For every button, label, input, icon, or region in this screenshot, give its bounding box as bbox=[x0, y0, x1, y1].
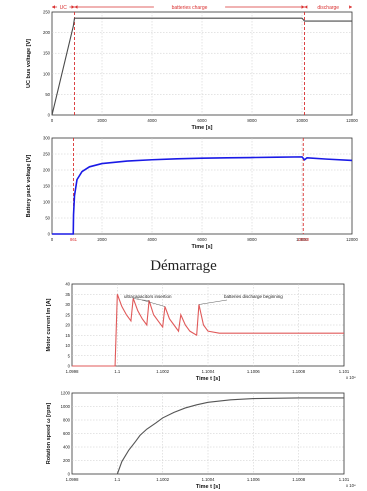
y-tick-label: 200 bbox=[43, 168, 51, 173]
y-tick-label: 0 bbox=[48, 113, 51, 118]
y-tick-label: 800 bbox=[63, 418, 71, 423]
phase-label-bg bbox=[57, 4, 70, 10]
x-tick-label: 0 bbox=[51, 237, 54, 242]
chart-1: 0 2000 4000 6000 8000 10000 12000 0 50 100 150 200 2… bbox=[26, 4, 358, 131]
annotation-label: batteries discharge beginning bbox=[224, 294, 283, 299]
y-tick-label: 30 bbox=[65, 302, 70, 307]
chart-2: 0 2000 4000 6000 8000 10000 12000 0 50 100 150 200 2… bbox=[26, 136, 358, 251]
x-tick-label: 12000 bbox=[346, 237, 358, 242]
x-tick-label: 8000 bbox=[247, 237, 257, 242]
x-tick-label: 1.1 bbox=[114, 477, 120, 482]
y-axis-label: UC bus voltage [V] bbox=[26, 39, 32, 88]
y-tick-label: 40 bbox=[65, 282, 70, 287]
y-axis-label: Battery pack voltage [V] bbox=[26, 155, 32, 218]
y-tick-label: 35 bbox=[65, 292, 70, 297]
y-tick-label: 600 bbox=[63, 431, 71, 436]
phase-arrow-head bbox=[71, 5, 75, 9]
y-tick-label: 0 bbox=[68, 472, 71, 477]
series-line bbox=[116, 397, 344, 475]
y-axis-label: Motor current Im [A] bbox=[46, 298, 52, 351]
x-tick-label: 2000 bbox=[97, 118, 107, 123]
x-tick-label: 1.1002 bbox=[156, 369, 169, 374]
y-tick-label: 150 bbox=[43, 184, 51, 189]
x-tick-label: 4000 bbox=[147, 118, 157, 123]
x-tick-label: 1.1004 bbox=[202, 477, 215, 482]
phase-arrow-head bbox=[301, 5, 305, 9]
y-tick-label: 250 bbox=[43, 10, 51, 15]
x-tick-label: 10000 bbox=[296, 118, 308, 123]
y-tick-label: 5 bbox=[68, 353, 71, 358]
y-tick-label: 400 bbox=[63, 445, 71, 450]
x-tick-label: 8000 bbox=[247, 118, 257, 123]
y-axis-label: Rotation speed ω [rpm] bbox=[46, 403, 52, 465]
x-tick-label: 1.1002 bbox=[156, 477, 169, 482]
chart-3: 1.0998 1.1 1.1002 1.1004 1.1006 1.1008 1.101 0 5… bbox=[46, 282, 356, 383]
y-tick-label: 50 bbox=[45, 92, 50, 97]
x-tick-label: 6000 bbox=[197, 118, 207, 123]
x-tick-label: 1.1008 bbox=[292, 369, 305, 374]
x-tick-label: 1.1006 bbox=[247, 477, 260, 482]
series-line bbox=[52, 156, 353, 235]
y-tick-label: 10 bbox=[65, 343, 70, 348]
y-tick-label: 300 bbox=[43, 136, 51, 141]
x-tick-label: 1.1008 bbox=[292, 477, 305, 482]
x-tick-label: 1.101 bbox=[339, 369, 350, 374]
y-tick-label: 20 bbox=[65, 323, 70, 328]
x-tick-label: 1.1006 bbox=[247, 369, 260, 374]
x-tick-label: 1.1 bbox=[114, 369, 120, 374]
x-axis-label: Time t [s] bbox=[196, 376, 221, 382]
phase-arrow-head bbox=[349, 5, 352, 9]
y-tick-label: 1000 bbox=[61, 404, 71, 409]
x-exponent-label: x 10⁴ bbox=[346, 483, 356, 488]
x-axis-label: Time [s] bbox=[192, 125, 213, 131]
y-tick-label: 150 bbox=[43, 51, 51, 56]
y-tick-label: 200 bbox=[43, 30, 51, 35]
y-tick-label: 15 bbox=[65, 333, 70, 338]
y-tick-label: 100 bbox=[43, 71, 51, 76]
phase-label: UC bbox=[60, 5, 68, 11]
x-exponent-label: x 10⁴ bbox=[346, 375, 356, 380]
series-line bbox=[51, 17, 352, 116]
y-tick-label: 0 bbox=[48, 232, 51, 237]
x-tick-label: 12000 bbox=[346, 118, 358, 123]
phase-label-bg bbox=[153, 4, 226, 10]
annotation-pointer bbox=[198, 299, 228, 305]
x-axis-label: Time [s] bbox=[192, 244, 213, 250]
x-tick-label: 10000 bbox=[296, 237, 308, 242]
y-tick-label: 0 bbox=[68, 364, 71, 369]
x-tick-label: 6000 bbox=[197, 237, 207, 242]
annotation-label: ultracapacitors insertion bbox=[124, 294, 172, 299]
y-tick-label: 50 bbox=[45, 216, 50, 221]
x-tick-label: 0 bbox=[51, 118, 54, 123]
x-tick-label: 2000 bbox=[97, 237, 107, 242]
x-tick-label: 1.0998 bbox=[66, 477, 79, 482]
y-tick-label: 25 bbox=[65, 312, 70, 317]
phase-arrow-head bbox=[304, 5, 308, 9]
phase-label-bg bbox=[307, 4, 350, 10]
section-title: Démarrage bbox=[150, 258, 217, 274]
chart-4: 1.0998 1.1 1.1002 1.1004 1.1006 1.1008 1.101 0 2… bbox=[46, 391, 356, 491]
y-tick-label: 250 bbox=[43, 152, 51, 157]
event-marker-label: 861 bbox=[70, 237, 78, 242]
x-tick-label: 1.0998 bbox=[66, 369, 79, 374]
phase-arrow-head bbox=[74, 5, 78, 9]
annotation-pointer bbox=[141, 299, 165, 307]
x-tick-label: 4000 bbox=[147, 237, 157, 242]
y-tick-label: 1200 bbox=[61, 391, 71, 396]
x-tick-label: 1.1004 bbox=[202, 369, 215, 374]
y-tick-label: 200 bbox=[63, 458, 71, 463]
phase-label: batteries charge bbox=[172, 5, 208, 11]
series-line bbox=[72, 294, 344, 367]
y-tick-label: 100 bbox=[43, 200, 51, 205]
phase-label: discharge bbox=[317, 5, 339, 11]
annotation-pointer bbox=[133, 298, 143, 301]
event-marker-label: 10050 bbox=[297, 237, 309, 242]
x-tick-label: 1.101 bbox=[339, 477, 350, 482]
x-axis-label: Time t [s] bbox=[196, 484, 221, 490]
phase-arrow-head bbox=[52, 5, 55, 9]
